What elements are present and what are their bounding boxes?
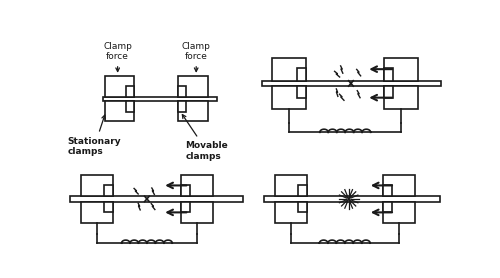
Bar	[382, 175, 415, 196]
Bar	[178, 101, 186, 112]
Bar	[297, 68, 306, 81]
Bar	[384, 86, 394, 98]
Bar	[104, 202, 113, 212]
Bar	[298, 202, 307, 212]
Bar	[181, 202, 213, 223]
Bar	[80, 175, 113, 196]
Bar	[103, 96, 217, 101]
Bar	[384, 68, 394, 81]
Bar	[264, 196, 440, 202]
Bar	[382, 202, 392, 212]
Bar	[126, 86, 134, 96]
Text: Clamp
force: Clamp force	[103, 42, 132, 71]
Bar	[126, 101, 134, 112]
Text: Clamp
force: Clamp force	[182, 42, 210, 71]
Bar	[181, 175, 213, 196]
Bar	[298, 185, 307, 196]
Bar	[104, 185, 113, 196]
Bar	[384, 58, 418, 81]
Bar	[272, 58, 306, 81]
Bar	[104, 76, 134, 96]
Bar	[181, 202, 190, 212]
Bar	[274, 202, 307, 223]
Bar	[181, 185, 190, 196]
Bar	[104, 101, 134, 121]
Bar	[178, 86, 186, 96]
Bar	[178, 76, 208, 96]
Bar	[178, 101, 208, 121]
Text: Stationary
clamps: Stationary clamps	[68, 115, 121, 156]
Bar	[80, 202, 113, 223]
Bar	[382, 185, 392, 196]
Text: Movable
clamps: Movable clamps	[182, 115, 228, 161]
Bar	[70, 196, 243, 202]
Bar	[274, 175, 307, 196]
Bar	[384, 86, 418, 109]
Bar	[382, 202, 415, 223]
Bar	[297, 86, 306, 98]
Bar	[272, 86, 306, 109]
Bar	[262, 81, 441, 86]
